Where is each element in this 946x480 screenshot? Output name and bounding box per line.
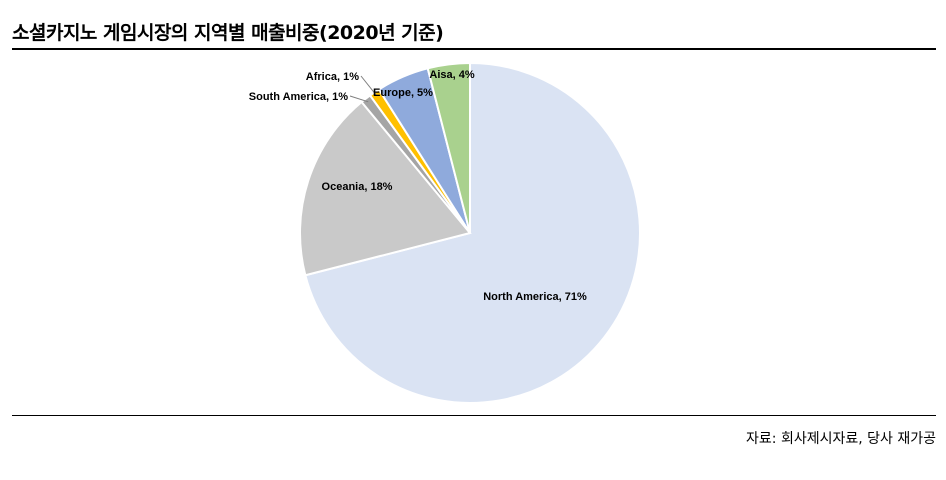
pie-chart: North America, 71% Oceania, 18% South Amer…	[249, 61, 641, 404]
leader-line-south-america	[349, 95, 369, 103]
source-note: 자료: 회사제시자료, 당사 재가공	[746, 431, 936, 447]
slice-label-oceania: Oceania, 18%	[322, 181, 393, 193]
pie-slice-north-america	[304, 61, 641, 404]
pie-slice-aisa	[426, 61, 471, 234]
slice-label-south-america: South America, 1%	[249, 91, 348, 103]
leader-lines	[349, 75, 378, 103]
leader-line-africa	[360, 75, 378, 97]
pie-slice-oceania	[299, 100, 472, 277]
page-title: 소셜카지노 게임시장의 지역별 매출비중(2020년 기준)	[12, 22, 444, 44]
slice-label-north-america: North America, 71%	[483, 291, 587, 303]
slice-labels: North America, 71% Oceania, 18% South Amer…	[249, 69, 587, 303]
slice-label-europe: Europe, 5%	[373, 87, 433, 99]
slice-label-aisa: Aisa, 4%	[429, 69, 474, 81]
footer-divider	[12, 415, 936, 416]
slice-label-africa: Africa, 1%	[306, 71, 359, 83]
title-divider	[12, 48, 936, 50]
pie-slices	[299, 61, 641, 404]
